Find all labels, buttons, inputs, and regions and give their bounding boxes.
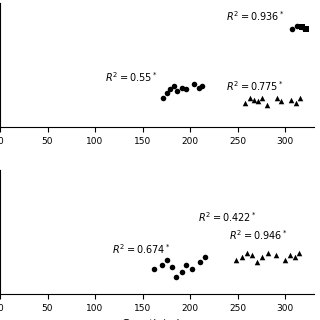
Point: [298, 95, 303, 100]
Text: $R^2 = 0.674^*$: $R^2 = 0.674^*$: [112, 242, 171, 256]
Point: [165, 257, 170, 262]
Point: [174, 88, 179, 93]
Point: [293, 100, 298, 106]
Point: [184, 262, 189, 267]
Point: [292, 255, 297, 260]
Point: [264, 102, 269, 107]
Point: [203, 255, 208, 260]
Point: [283, 257, 288, 262]
Point: [288, 97, 293, 102]
Text: $R^2 = 0.422^*$: $R^2 = 0.422^*$: [198, 210, 256, 224]
Point: [243, 100, 248, 106]
Text: $R^2 = 0.936^*$: $R^2 = 0.936^*$: [226, 10, 285, 23]
Point: [200, 83, 205, 88]
Point: [159, 262, 164, 267]
Point: [168, 87, 173, 92]
Point: [254, 260, 259, 265]
Point: [189, 267, 195, 272]
Point: [279, 99, 284, 104]
Point: [197, 260, 202, 265]
Point: [256, 99, 261, 104]
Point: [233, 257, 238, 262]
Point: [170, 264, 175, 269]
Point: [244, 250, 250, 255]
Point: [184, 87, 189, 92]
X-axis label: Growth index: Growth index: [122, 319, 192, 320]
Point: [240, 255, 245, 260]
Point: [171, 83, 176, 88]
Point: [165, 90, 170, 95]
Point: [260, 255, 265, 260]
Point: [179, 85, 184, 90]
Point: [287, 252, 292, 258]
Point: [274, 95, 279, 100]
Text: $R^2 = 0.946^*$: $R^2 = 0.946^*$: [229, 228, 288, 242]
Point: [251, 97, 256, 102]
Point: [151, 267, 156, 272]
Point: [300, 25, 305, 30]
Point: [179, 269, 184, 274]
Point: [191, 82, 196, 87]
Point: [273, 252, 278, 258]
Point: [300, 25, 305, 30]
Point: [173, 274, 178, 279]
Point: [196, 85, 201, 90]
Point: [303, 27, 308, 32]
Point: [260, 95, 265, 100]
Point: [265, 250, 270, 255]
Text: $R^2 = 0.775^*$: $R^2 = 0.775^*$: [226, 79, 284, 93]
Point: [249, 252, 254, 258]
Point: [289, 27, 294, 32]
Point: [295, 23, 300, 28]
Point: [247, 95, 252, 100]
Point: [297, 250, 302, 255]
Point: [161, 95, 166, 100]
Text: $R^2 = 0.55^*$: $R^2 = 0.55^*$: [105, 70, 157, 84]
